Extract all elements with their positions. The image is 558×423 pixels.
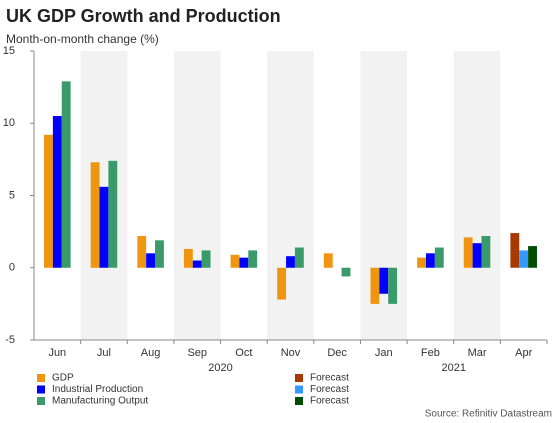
chart-title: UK GDP Growth and Production <box>6 6 281 26</box>
band-shade <box>267 51 314 340</box>
bar <box>379 267 389 294</box>
x-tick-label: Jul <box>97 347 111 359</box>
bar <box>481 235 491 268</box>
bar <box>286 256 295 268</box>
legend-label: Forecast <box>310 384 349 395</box>
x-tick-label: Apr <box>515 347 532 359</box>
legend-swatch <box>37 385 45 394</box>
legend-swatch <box>37 397 45 405</box>
bar <box>52 116 62 268</box>
legend-label: GDP <box>52 373 74 384</box>
legend-swatch <box>295 397 303 405</box>
bar <box>61 81 71 268</box>
x-tick-label: Oct <box>235 347 252 359</box>
bar <box>434 247 444 268</box>
x-tick-label: Dec <box>327 347 347 359</box>
bar <box>99 186 109 268</box>
bar <box>248 250 258 268</box>
y-tick-label: -5 <box>5 334 15 346</box>
y-tick-label: 15 <box>3 45 15 57</box>
band-shade <box>173 51 221 340</box>
bar <box>230 254 240 268</box>
bar <box>277 267 287 300</box>
x-tick-label: Jan <box>375 347 393 359</box>
year-label: 2021 <box>441 362 465 374</box>
band-shade <box>360 51 408 340</box>
y-tick-label: 0 <box>9 262 15 274</box>
legend-label: Forecast <box>310 373 349 384</box>
source: Source: Refinitiv Datastream <box>425 409 552 420</box>
y-tick-label: 10 <box>3 117 15 129</box>
bar <box>137 235 147 268</box>
band-shade <box>453 51 501 340</box>
bar <box>294 247 304 268</box>
bar <box>388 267 398 304</box>
chart-subtitle: Month-on-month change (%) <box>6 32 159 46</box>
bar <box>183 248 193 268</box>
x-tick-label: Nov <box>281 347 301 359</box>
legend-label: Industrial Production <box>52 384 143 395</box>
bar <box>341 267 351 277</box>
bar <box>90 162 100 268</box>
bar <box>528 246 537 268</box>
bar <box>239 257 249 268</box>
bar <box>201 250 211 268</box>
legend-label: Manufacturing Output <box>52 396 148 407</box>
x-tick-label: Feb <box>421 347 440 359</box>
bar <box>425 253 435 268</box>
bar <box>417 257 426 268</box>
bar <box>323 253 333 268</box>
year-label: 2020 <box>208 362 232 374</box>
legend-swatch <box>295 374 303 382</box>
bar <box>192 260 202 268</box>
legend-swatch <box>295 385 303 394</box>
legend-label: Forecast <box>310 396 349 407</box>
bar <box>155 240 164 268</box>
legend-swatch <box>37 374 45 382</box>
bar <box>463 237 473 268</box>
bar <box>370 267 380 304</box>
bar <box>44 134 53 268</box>
bar <box>472 243 482 268</box>
y-tick-label: 5 <box>9 189 15 201</box>
bar <box>519 250 529 268</box>
x-tick-label: Aug <box>141 347 161 359</box>
bar <box>108 160 118 268</box>
x-tick-label: Jun <box>48 347 66 359</box>
x-tick-label: Mar <box>468 347 487 359</box>
bar <box>146 253 156 268</box>
bar <box>510 233 520 268</box>
x-tick-label: Sep <box>187 347 207 359</box>
